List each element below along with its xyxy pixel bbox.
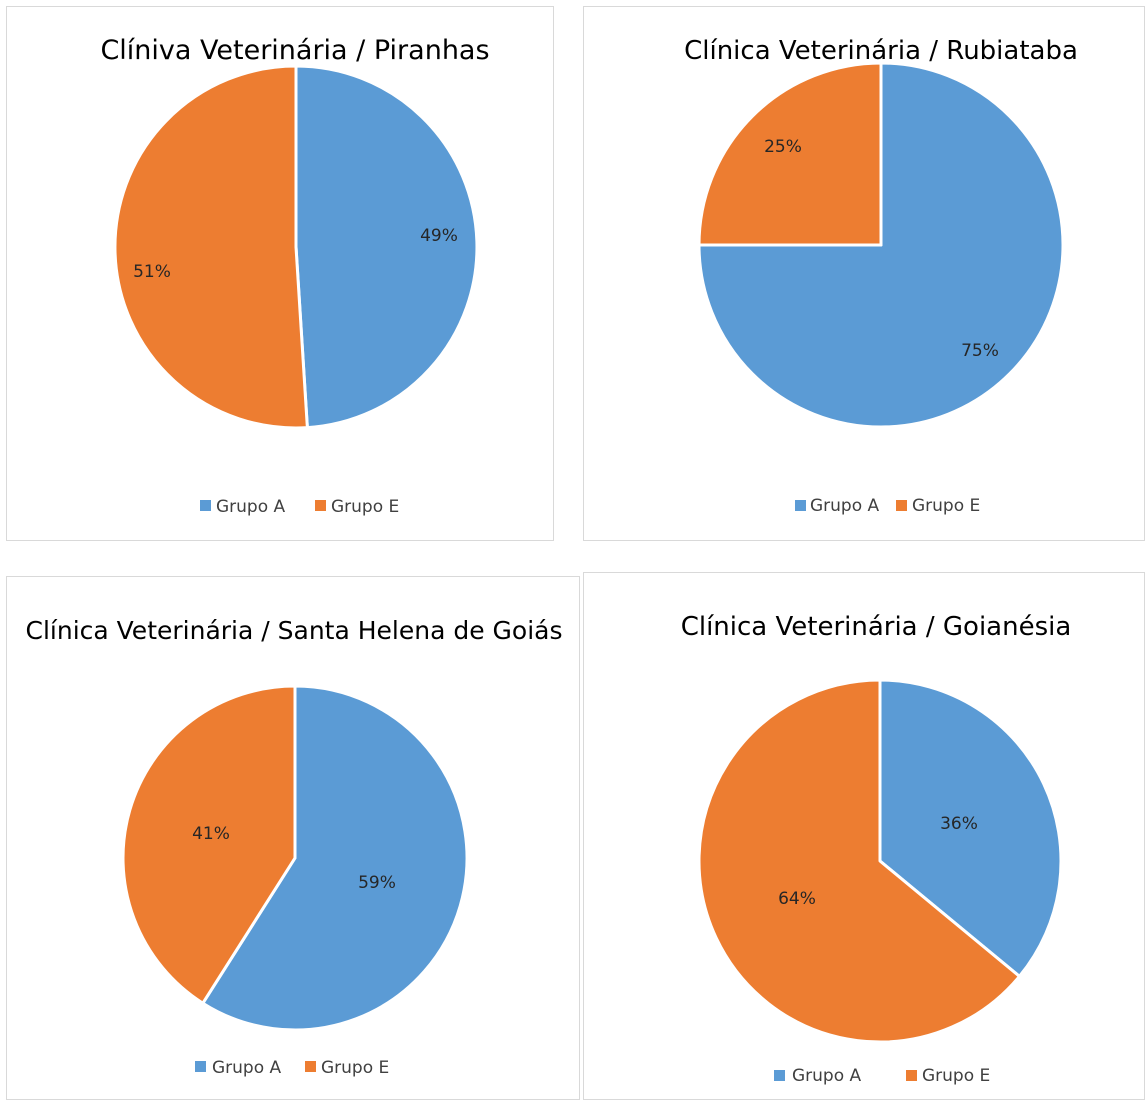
legend-swatch-grupo-e [896,500,907,511]
pie-slice-grupo-e [113,64,309,430]
data-label-grupo-e: 41% [192,824,230,844]
data-label-grupo-e: 51% [133,262,171,282]
legend-swatch-grupo-e [315,500,326,511]
legend: Grupo A Grupo E [795,496,980,516]
pie-chart-rubiataba: Clínica Veterinária / Rubiataba 75% 25% … [684,36,1078,516]
pie-chart-goianesia: Clínica Veterinária / Goianésia 36% 64% … [681,612,1072,1086]
legend: Grupo A Grupo E [195,1058,389,1078]
legend-swatch-grupo-a [200,500,211,511]
pie-slice-grupo-a [697,61,1065,429]
legend-swatch-grupo-a [795,500,806,511]
pie-slice-grupo-a [201,684,469,1032]
legend-swatch-grupo-a [195,1061,206,1072]
data-label-grupo-a: 59% [358,873,396,893]
pie-slice-grupo-e [697,61,883,247]
pie-chart-piranhas: Clíniva Veterinária / Piranhas 49% 51% G… [100,35,489,517]
chart-title: Clínica Veterinária / Santa Helena de Go… [26,616,563,645]
data-label-grupo-a: 36% [940,814,978,834]
legend-label-grupo-e: Grupo E [331,497,399,517]
chart-panel-goianesia: Clínica Veterinária / Goianésia 36% 64% … [583,572,1145,1100]
legend-label-grupo-e: Grupo E [321,1058,389,1078]
legend-label-grupo-e: Grupo E [922,1066,990,1086]
pie-slice-grupo-a [878,678,1063,978]
chart-title: Clíniva Veterinária / Piranhas [100,35,489,66]
legend-swatch-grupo-a [774,1070,785,1081]
legend-label-grupo-a: Grupo A [792,1066,862,1086]
legend-label-grupo-a: Grupo A [810,496,880,516]
chart-title: Clínica Veterinária / Goianésia [681,612,1072,642]
legend-label-grupo-e: Grupo E [912,496,980,516]
legend: Grupo A Grupo E [774,1066,990,1086]
legend-swatch-grupo-e [305,1061,316,1072]
legend: Grupo A Grupo E [200,497,399,517]
legend-label-grupo-a: Grupo A [216,497,286,517]
pie-slice-grupo-a [294,64,479,430]
chart-panel-piranhas: Clíniva Veterinária / Piranhas 49% 51% G… [6,6,554,541]
data-label-grupo-a: 75% [961,341,999,361]
legend-swatch-grupo-e [906,1070,917,1081]
chart-panel-rubiataba: Clínica Veterinária / Rubiataba 75% 25% … [583,6,1145,541]
chart-title: Clínica Veterinária / Rubiataba [684,36,1078,66]
data-label-grupo-e: 25% [764,137,802,157]
legend-label-grupo-a: Grupo A [212,1058,282,1078]
pie-chart-santa-helena: Clínica Veterinária / Santa Helena de Go… [26,616,563,1078]
data-label-grupo-a: 49% [420,226,458,246]
pie-slice-grupo-e [121,684,297,1005]
data-label-grupo-e: 64% [778,889,816,909]
pie-slice-grupo-e [697,678,1021,1044]
chart-panel-santa-helena: Clínica Veterinária / Santa Helena de Go… [6,576,580,1100]
